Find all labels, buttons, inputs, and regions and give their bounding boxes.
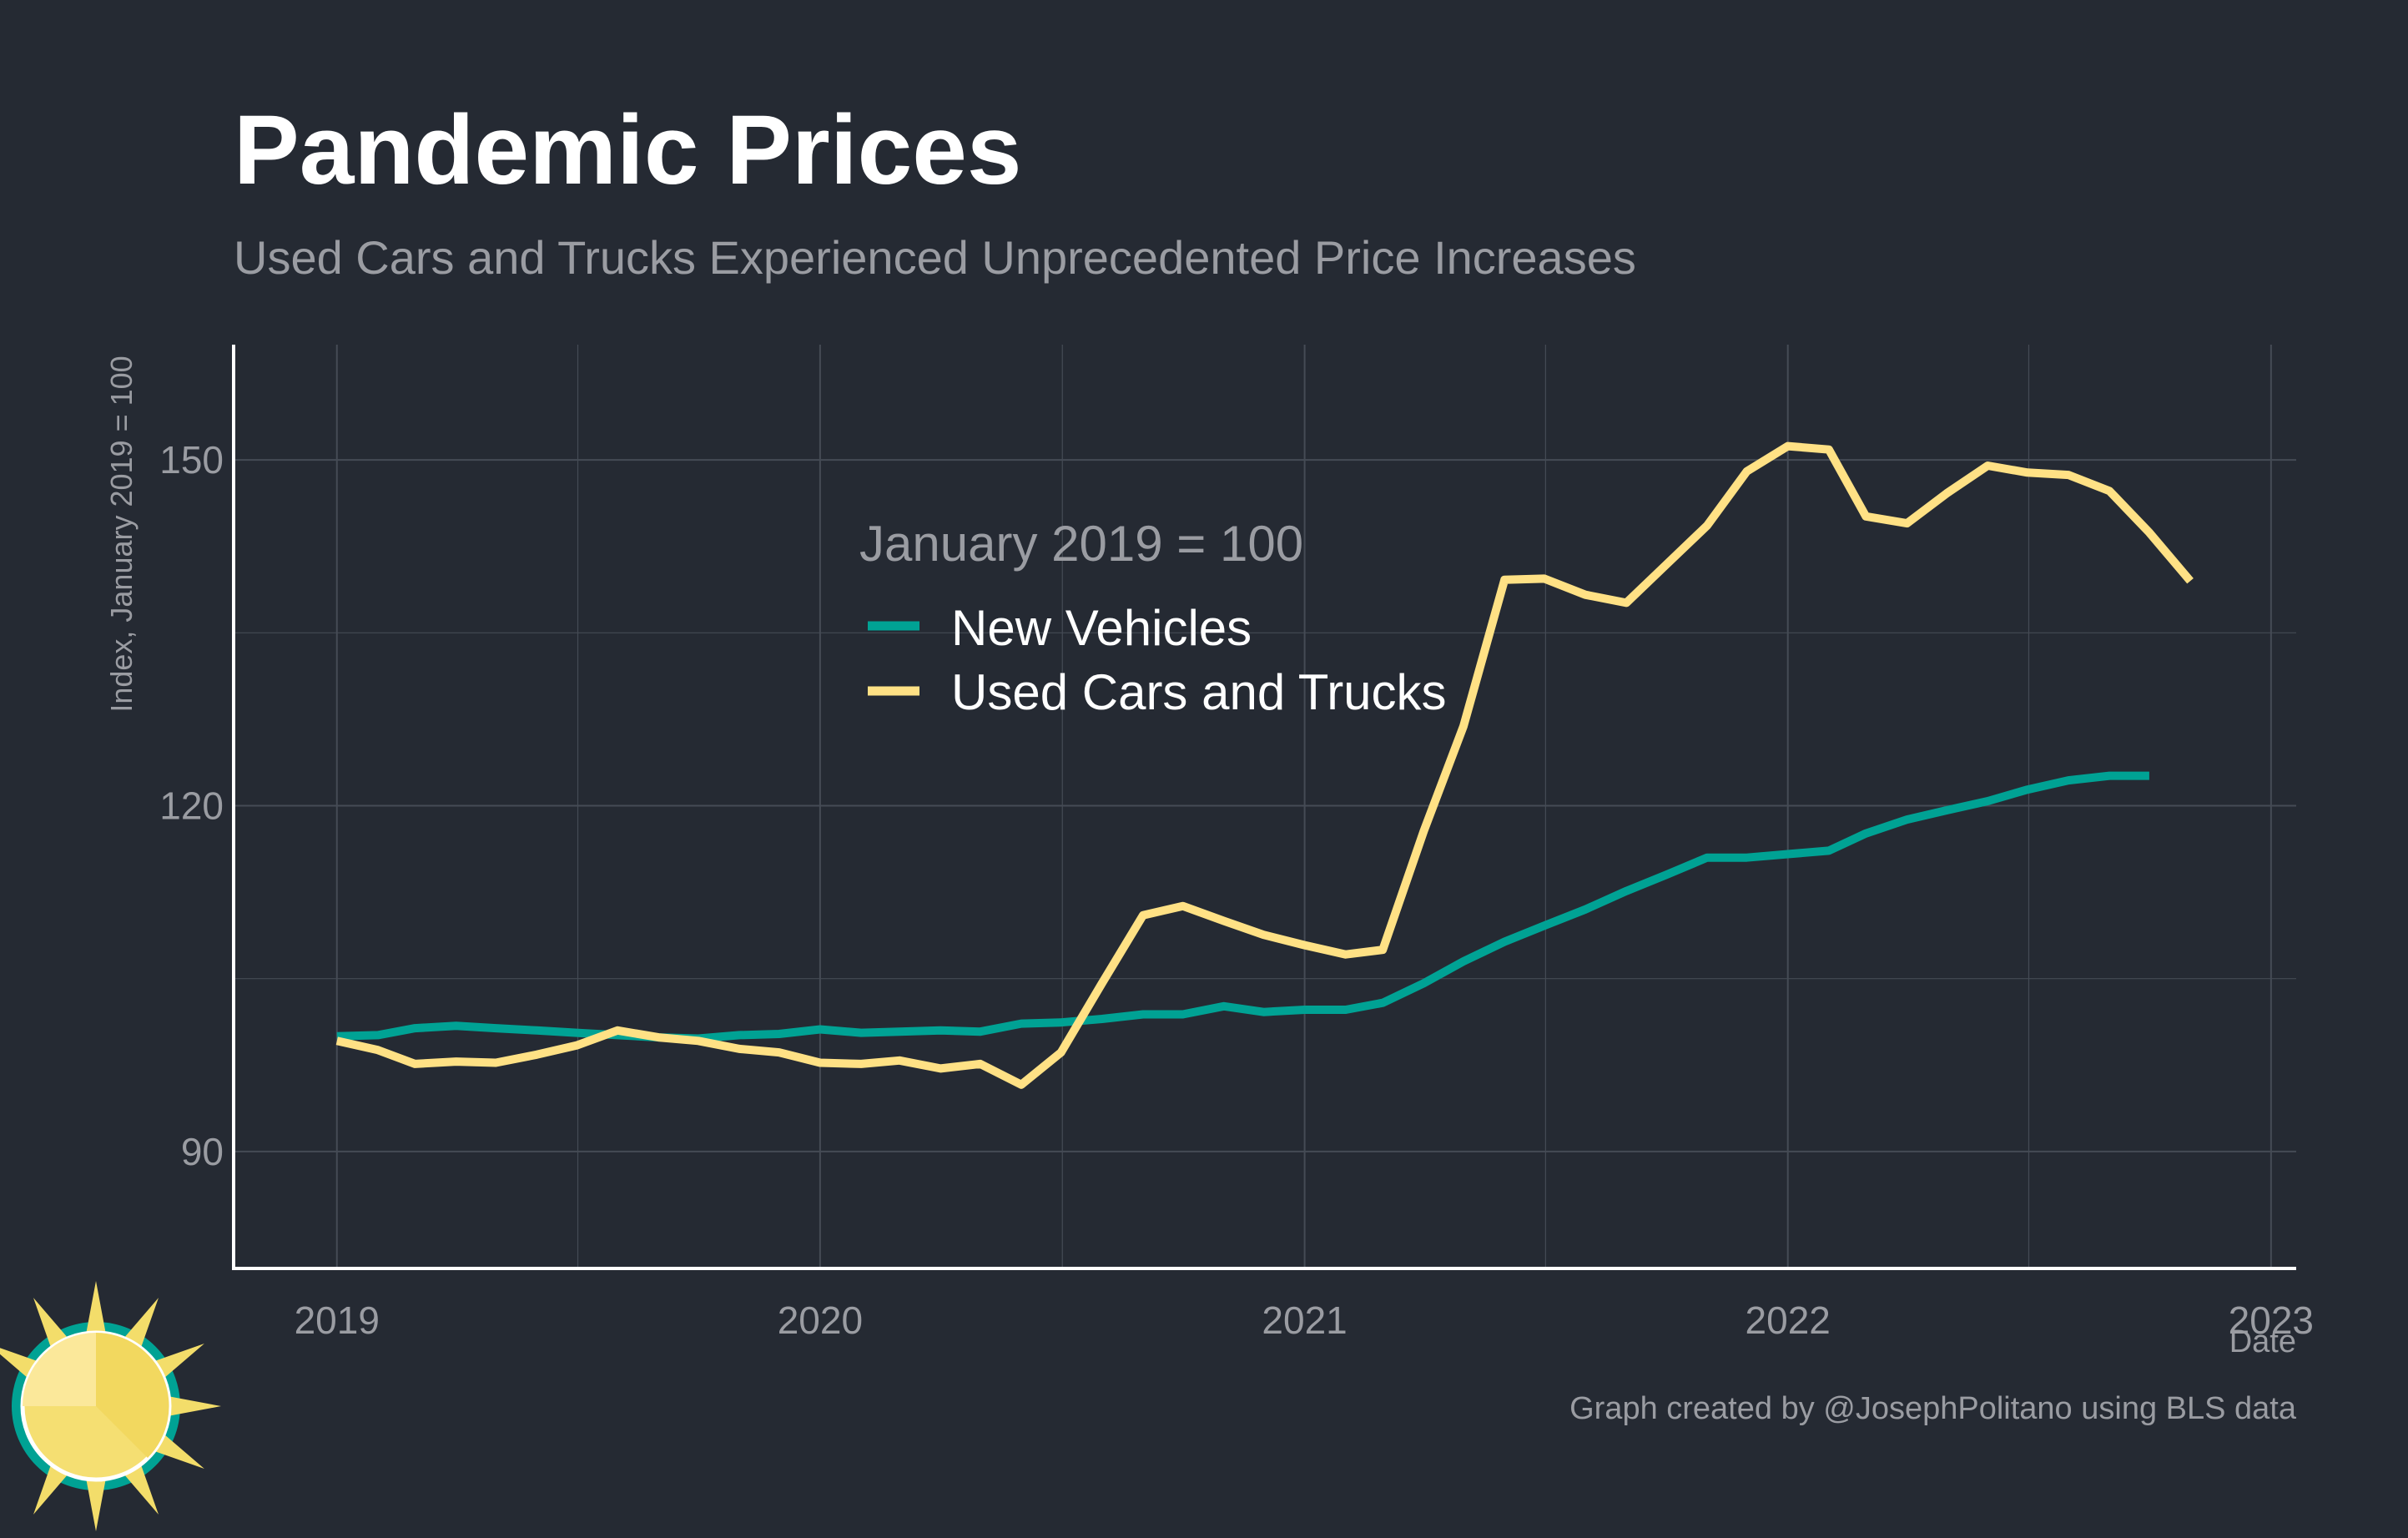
y-axis-title: Index, January 2019 = 100 bbox=[104, 356, 139, 712]
sun-logo-icon bbox=[0, 1281, 221, 1531]
legend: January 2019 = 100 New Vehicles Used Car… bbox=[859, 516, 1447, 720]
grid-major bbox=[234, 345, 2296, 1267]
x-tick-label: 2022 bbox=[1746, 1298, 1831, 1342]
plot-area: 2019 2020 2021 2022 2023 90 120 150 bbox=[159, 345, 2314, 1342]
legend-title: January 2019 = 100 bbox=[859, 516, 1303, 572]
x-tick-label: 2019 bbox=[295, 1298, 380, 1342]
series-line-new-vehicles bbox=[336, 771, 2149, 1043]
chart-subtitle: Used Cars and Trucks Experienced Unprece… bbox=[234, 231, 1636, 284]
y-tick-label: 120 bbox=[159, 784, 224, 828]
y-tick-labels: 90 120 150 bbox=[159, 438, 224, 1173]
legend-label-new-vehicles: New Vehicles bbox=[951, 600, 1252, 656]
chart-caption: Graph created by @JosephPolitano using B… bbox=[1569, 1391, 2297, 1426]
x-tick-label: 2021 bbox=[1262, 1298, 1347, 1342]
x-tick-label: 2023 bbox=[2229, 1298, 2314, 1342]
series-line-used-cars-and-trucks bbox=[335, 441, 2194, 1089]
x-axis-title: Date bbox=[2229, 1324, 2296, 1359]
y-tick-label: 90 bbox=[181, 1130, 224, 1173]
x-tick-labels: 2019 2020 2021 2022 2023 bbox=[295, 1298, 2314, 1342]
x-tick-label: 2020 bbox=[778, 1298, 863, 1342]
series-layer bbox=[335, 441, 2194, 1089]
chart-title: Pandemic Prices bbox=[234, 95, 1022, 205]
y-tick-label: 150 bbox=[159, 438, 224, 482]
legend-label-used-cars: Used Cars and Trucks bbox=[951, 664, 1447, 720]
